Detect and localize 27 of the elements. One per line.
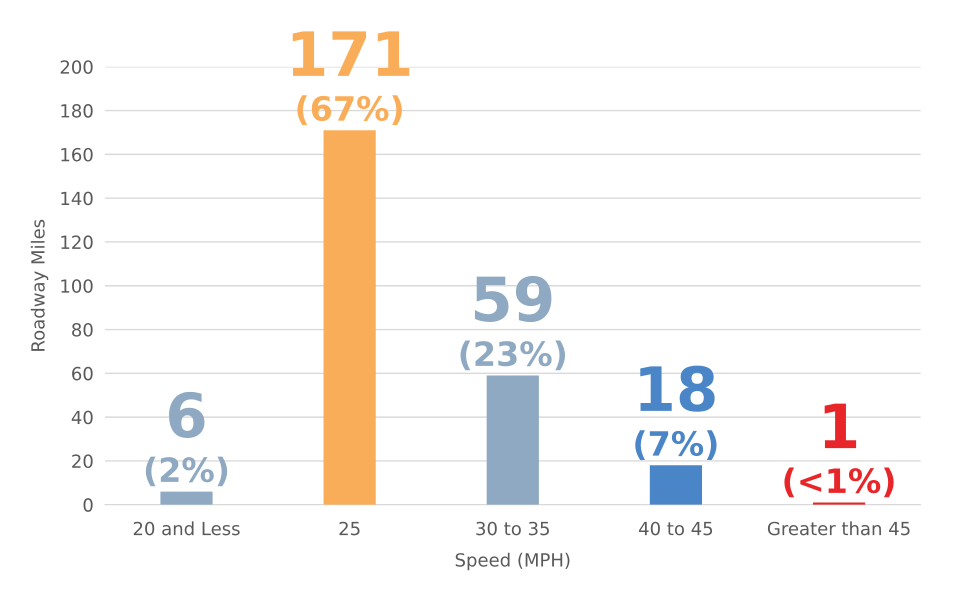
y-tick-label: 160 bbox=[61, 148, 93, 162]
bar bbox=[324, 130, 376, 505]
bar bbox=[486, 376, 539, 505]
bar bbox=[650, 465, 702, 505]
y-tick-label: 60 bbox=[72, 366, 93, 380]
data-label: 18 (7%) bbox=[635, 366, 717, 460]
y-tick-label: 100 bbox=[61, 279, 93, 293]
x-tick-label: 25 bbox=[339, 522, 360, 536]
x-tick-label: Greater than 45 bbox=[768, 521, 910, 536]
data-label: 171 (67%) bbox=[292, 31, 410, 125]
y-tick-label: 180 bbox=[61, 104, 93, 118]
y-axis-title: Roadway Miles bbox=[30, 220, 48, 351]
data-label: 6 (2%) bbox=[146, 392, 228, 486]
y-tick-label: 0 bbox=[84, 498, 93, 512]
x-axis-title: Speed (MPH) bbox=[456, 552, 570, 570]
y-tick-label: 40 bbox=[72, 410, 93, 424]
x-tick-label: 40 to 45 bbox=[639, 522, 712, 536]
y-tick-label: 140 bbox=[61, 192, 93, 206]
x-tick-label: 20 and Less bbox=[134, 521, 240, 536]
y-tick-label: 120 bbox=[61, 235, 93, 250]
y-tick-label: 20 bbox=[72, 454, 93, 468]
y-tick-label: 80 bbox=[72, 323, 93, 337]
data-label: 59 (23%) bbox=[460, 276, 566, 370]
y-tick-label: 200 bbox=[60, 60, 93, 74]
x-tick-label: 30 to 35 bbox=[476, 522, 549, 536]
bar bbox=[160, 492, 213, 505]
data-label: 1 (<1%) bbox=[784, 404, 894, 498]
